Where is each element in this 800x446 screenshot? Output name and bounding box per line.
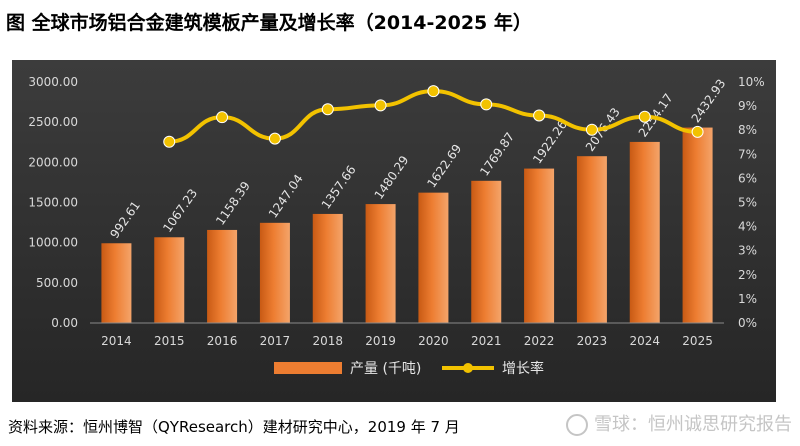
legend-swatch-marker (463, 363, 473, 373)
x-tick-label: 2025 (682, 334, 713, 348)
y-right-tick-label: 2% (738, 268, 757, 282)
bar (471, 180, 502, 323)
growth-point (268, 132, 281, 145)
y-right-tick-label: 5% (738, 196, 757, 210)
x-tick-label: 2023 (577, 334, 608, 348)
chart-panel: 0.00 500.00 1000.00 1500.00 2000.00 2500.00 30… (12, 60, 776, 402)
watermark: 雪球：恒州诚思研究报告 (566, 410, 792, 440)
x-tick-label: 2020 (418, 334, 449, 348)
y-left-tick-label: 1500.00 (28, 196, 78, 210)
bar-data-label: 1247.04 (266, 172, 306, 221)
y-right-tick-label: 10% (738, 75, 765, 89)
x-tick-label: 2019 (365, 334, 396, 348)
bar-data-label: 1480.29 (372, 153, 412, 202)
growth-point (585, 123, 598, 136)
y-right-tick-label: 8% (738, 123, 757, 137)
bar-data-label: 1158.39 (213, 179, 253, 228)
source-note: 资料来源：恒州博智（QYResearch）建材研究中心，2019 年 7 月 (8, 418, 460, 436)
bar-data-label: 1769.87 (477, 130, 517, 179)
legend-label-bar: 产量 (千吨) (350, 361, 421, 377)
y-right-tick-label: 1% (738, 292, 757, 306)
y-right-tick-label: 4% (738, 220, 757, 234)
bar (682, 127, 713, 323)
bar (259, 222, 290, 323)
x-tick-label: 2022 (524, 334, 555, 348)
bar (576, 156, 607, 323)
legend-swatch-bar (274, 362, 342, 374)
x-tick-label: 2017 (260, 334, 291, 348)
bar (365, 204, 396, 323)
y-right-tick-label: 7% (738, 147, 757, 161)
bar (312, 213, 343, 323)
growth-point (216, 111, 229, 124)
bar (418, 192, 449, 323)
growth-point (638, 110, 651, 123)
y-right-tick-label: 0% (738, 316, 757, 330)
bar (629, 141, 660, 323)
y-left-tick-label: 0.00 (51, 316, 78, 330)
bar-data-label: 1922.26 (530, 118, 570, 167)
bar (101, 243, 132, 323)
x-tick-label: 2024 (629, 334, 660, 348)
x-tick-label: 2016 (207, 334, 238, 348)
y-left-tick-label: 1000.00 (28, 236, 78, 250)
legend-label-line: 增长率 (502, 360, 544, 377)
y-right-tick-label: 6% (738, 171, 757, 185)
chart-svg: 0.00 500.00 1000.00 1500.00 2000.00 2500.00 30… (28, 75, 765, 377)
bar-data-label: 1067.23 (160, 186, 200, 235)
y-left-tick-label: 2500.00 (28, 115, 78, 129)
bar-data-label: 2432.93 (689, 77, 729, 126)
y-left-tick-label: 2000.00 (28, 155, 78, 169)
watermark-logo-icon (566, 414, 588, 436)
x-tick-label: 2014 (101, 334, 132, 348)
figure-title: 图 全球市场铝合金建筑模板产量及增长率（2014-2025 年） (6, 12, 532, 34)
bar (154, 237, 185, 323)
x-tick-label: 2015 (154, 334, 185, 348)
bar (524, 168, 555, 323)
x-tick-label: 2021 (471, 334, 502, 348)
bar-data-label: 1622.69 (424, 142, 464, 191)
growth-point (321, 103, 334, 116)
y-right-tick-label: 3% (738, 244, 757, 258)
growth-point (480, 98, 493, 111)
watermark-text: 雪球：恒州诚思研究报告 (594, 414, 792, 435)
bar-data-label: 992.61 (107, 199, 143, 241)
bar (207, 229, 238, 323)
y-left-tick-label: 500.00 (36, 276, 78, 290)
bar-data-label: 1357.66 (319, 163, 359, 212)
x-tick-label: 2018 (312, 334, 343, 348)
y-right-tick-label: 9% (738, 99, 757, 113)
growth-point (374, 99, 387, 112)
y-left-tick-label: 3000.00 (28, 75, 78, 89)
growth-point (163, 135, 176, 148)
growth-point (427, 85, 440, 98)
growth-point (533, 109, 546, 122)
growth-point (691, 125, 704, 138)
